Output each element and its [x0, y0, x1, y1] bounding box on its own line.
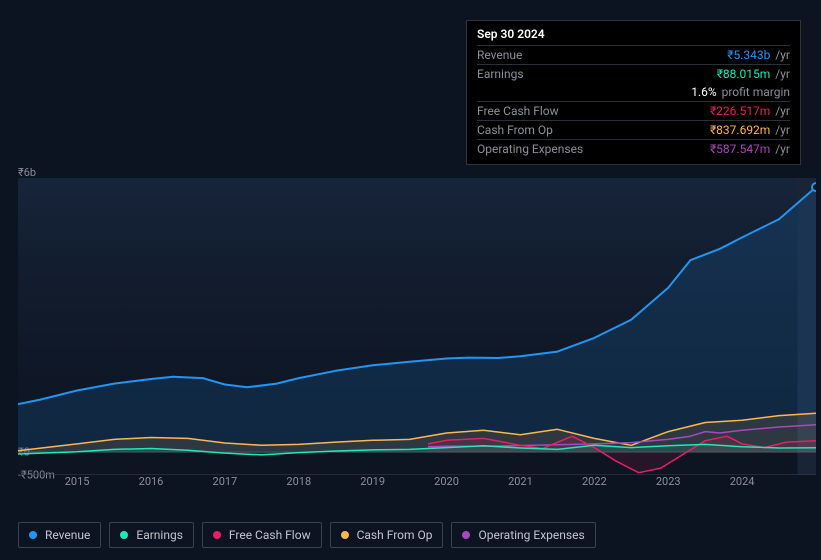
legend-label: Free Cash Flow: [229, 528, 311, 542]
tooltip-value: ₹587.547m: [710, 142, 770, 156]
legend-dot-icon: [29, 531, 37, 539]
tooltip-label: Operating Expenses: [477, 142, 583, 156]
tooltip-label: Cash From Op: [477, 123, 553, 137]
tooltip-unit: /yr: [772, 123, 790, 137]
legend-label: Revenue: [45, 528, 90, 542]
chart-legend: Revenue Earnings Free Cash Flow Cash From O…: [18, 522, 596, 548]
x-axis-tick: 2020: [434, 475, 459, 488]
tooltip-label: Revenue: [477, 48, 522, 62]
x-axis-tick: 2023: [656, 475, 681, 488]
tooltip-unit: /yr: [772, 142, 790, 156]
legend-dot-icon: [341, 531, 349, 539]
x-axis-tick: 2019: [360, 475, 385, 488]
chart-area: ₹6b₹0-₹500m 2015201620172018201920202021…: [18, 155, 816, 510]
tooltip-value: ₹88.015m: [717, 67, 771, 81]
tooltip-row: Revenue ₹5.343b /yr: [477, 45, 790, 64]
tooltip-row: 1.6% profit margin: [477, 83, 790, 101]
x-axis-tick: 2021: [508, 475, 533, 488]
legend-item-revenue[interactable]: Revenue: [18, 522, 101, 548]
line-chart[interactable]: [18, 178, 816, 475]
x-axis-tick: 2022: [582, 475, 607, 488]
x-axis-tick: 2017: [213, 475, 238, 488]
legend-item-cash-from-op[interactable]: Cash From Op: [330, 522, 444, 548]
tooltip-unit: profit margin: [719, 85, 790, 99]
tooltip-label: Free Cash Flow: [477, 104, 559, 118]
legend-label: Earnings: [136, 528, 183, 542]
tooltip-value: ₹5.343b: [727, 48, 770, 62]
tooltip-value: ₹226.517m: [710, 104, 770, 118]
x-axis-tick: 2018: [286, 475, 311, 488]
legend-dot-icon: [120, 531, 128, 539]
tooltip-row: Free Cash Flow ₹226.517m /yr: [477, 101, 790, 120]
tooltip-label: Earnings: [477, 67, 524, 81]
chart-tooltip: Sep 30 2024 Revenue ₹5.343b /yr Earnings ₹8…: [466, 20, 801, 165]
tooltip-row: Operating Expenses ₹587.547m /yr: [477, 139, 790, 158]
tooltip-value: 1.6%: [691, 85, 716, 99]
x-axis-tick: 2024: [730, 475, 755, 488]
tooltip-value: ₹837.692m: [710, 123, 770, 137]
legend-dot-icon: [462, 531, 470, 539]
legend-label: Cash From Op: [357, 528, 433, 542]
x-axis-tick: 2015: [65, 475, 90, 488]
tooltip-unit: /yr: [772, 104, 790, 118]
tooltip-rows: Revenue ₹5.343b /yr Earnings ₹88.015m /yr 1…: [477, 45, 790, 158]
x-axis-tick: 2016: [139, 475, 164, 488]
legend-dot-icon: [213, 531, 221, 539]
tooltip-date: Sep 30 2024: [477, 27, 790, 45]
tooltip-unit: /yr: [772, 67, 790, 81]
legend-item-earnings[interactable]: Earnings: [109, 522, 194, 548]
tooltip-unit: /yr: [772, 48, 790, 62]
legend-item-operating-expenses[interactable]: Operating Expenses: [451, 522, 595, 548]
x-axis: 2015 2016 2017 2018 2019 2020 2021 2022 2023 2024: [18, 475, 816, 495]
tooltip-row: Cash From Op ₹837.692m /yr: [477, 120, 790, 139]
tooltip-row: Earnings ₹88.015m /yr: [477, 64, 790, 83]
legend-item-free-cash-flow[interactable]: Free Cash Flow: [202, 522, 322, 548]
legend-label: Operating Expenses: [478, 528, 584, 542]
